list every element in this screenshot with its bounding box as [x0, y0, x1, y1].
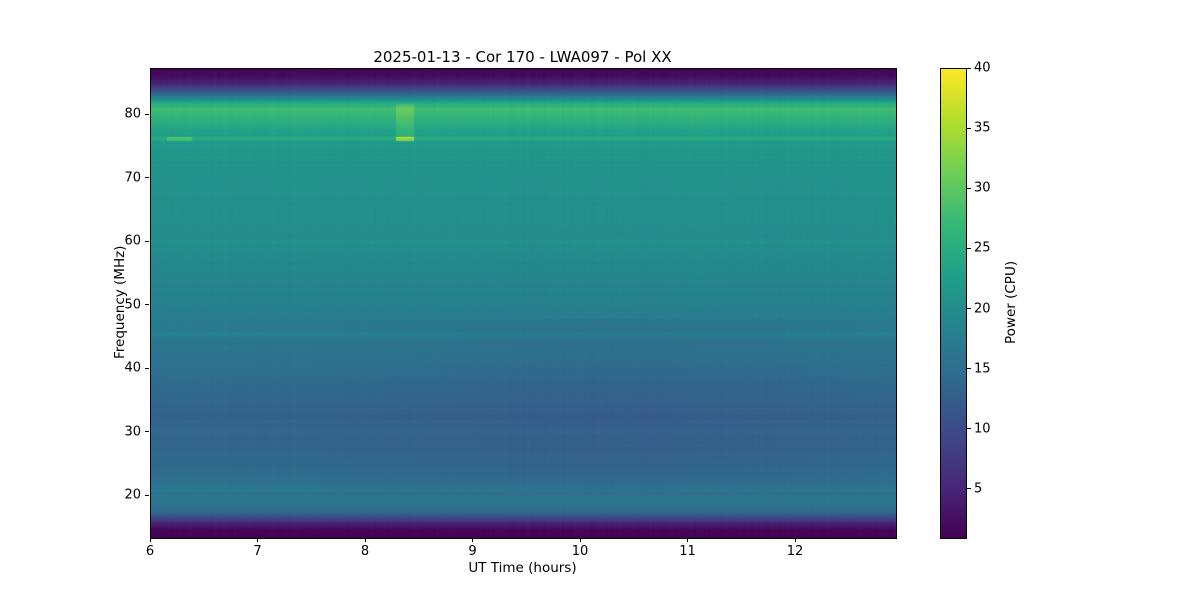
colorbar-tick-label: 25 [974, 240, 991, 256]
x-axis-label: UT Time (hours) [468, 560, 577, 576]
colorbar-label: Power (CPU) [1003, 260, 1019, 344]
y-tick-mark [145, 494, 149, 496]
y-tick-label: 50 [124, 297, 141, 313]
x-tick-mark [149, 538, 151, 542]
y-tick-label: 30 [124, 424, 141, 440]
y-tick-mark [145, 304, 149, 306]
y-tick-label: 70 [124, 170, 141, 186]
x-tick-mark [687, 538, 689, 542]
y-tick-label: 40 [124, 360, 141, 376]
y-tick-label: 80 [124, 106, 141, 122]
plot-title: 2025-01-13 - Cor 170 - LWA097 - Pol XX [373, 48, 672, 66]
y-tick-label: 60 [124, 233, 141, 249]
x-tick-label: 7 [253, 544, 262, 559]
colorbar-tick-mark [967, 308, 971, 309]
y-tick-label: 20 [124, 487, 141, 503]
y-tick-mark [145, 177, 149, 179]
x-tick-label: 9 [468, 544, 477, 559]
y-tick-mark [145, 367, 149, 369]
colorbar [940, 68, 967, 539]
colorbar-tick-mark [967, 187, 971, 189]
colorbar-tick-label: 40 [974, 60, 991, 76]
x-tick-mark [472, 538, 473, 542]
colorbar-tick-label: 20 [974, 301, 991, 316]
colorbar-tick-mark [967, 368, 971, 370]
x-tick-mark [257, 538, 258, 542]
colorbar-tick-mark [967, 428, 971, 430]
colorbar-tick-label: 15 [974, 361, 991, 377]
x-tick-label: 11 [679, 544, 696, 559]
x-tick-mark [794, 538, 796, 542]
x-tick-label: 10 [571, 544, 589, 559]
colorbar-tick-mark [967, 127, 971, 129]
y-tick-mark [145, 431, 149, 433]
y-tick-mark [145, 240, 149, 242]
spectrogram-heatmap [151, 69, 896, 538]
colorbar-gradient [941, 69, 966, 538]
colorbar-tick-mark [967, 247, 971, 249]
plot-area [150, 68, 897, 539]
x-tick-label: 6 [145, 544, 155, 559]
x-tick-mark [364, 538, 366, 542]
x-tick-label: 8 [360, 544, 370, 559]
colorbar-tick-mark [967, 488, 971, 490]
x-tick-mark [579, 538, 581, 542]
colorbar-tick-label: 10 [974, 421, 991, 437]
y-tick-mark [145, 113, 149, 115]
colorbar-tick-label: 35 [974, 120, 991, 136]
colorbar-tick-mark [967, 67, 971, 69]
colorbar-tick-label: 5 [974, 481, 983, 497]
x-tick-label: 12 [786, 544, 804, 559]
colorbar-tick-label: 30 [974, 180, 991, 196]
